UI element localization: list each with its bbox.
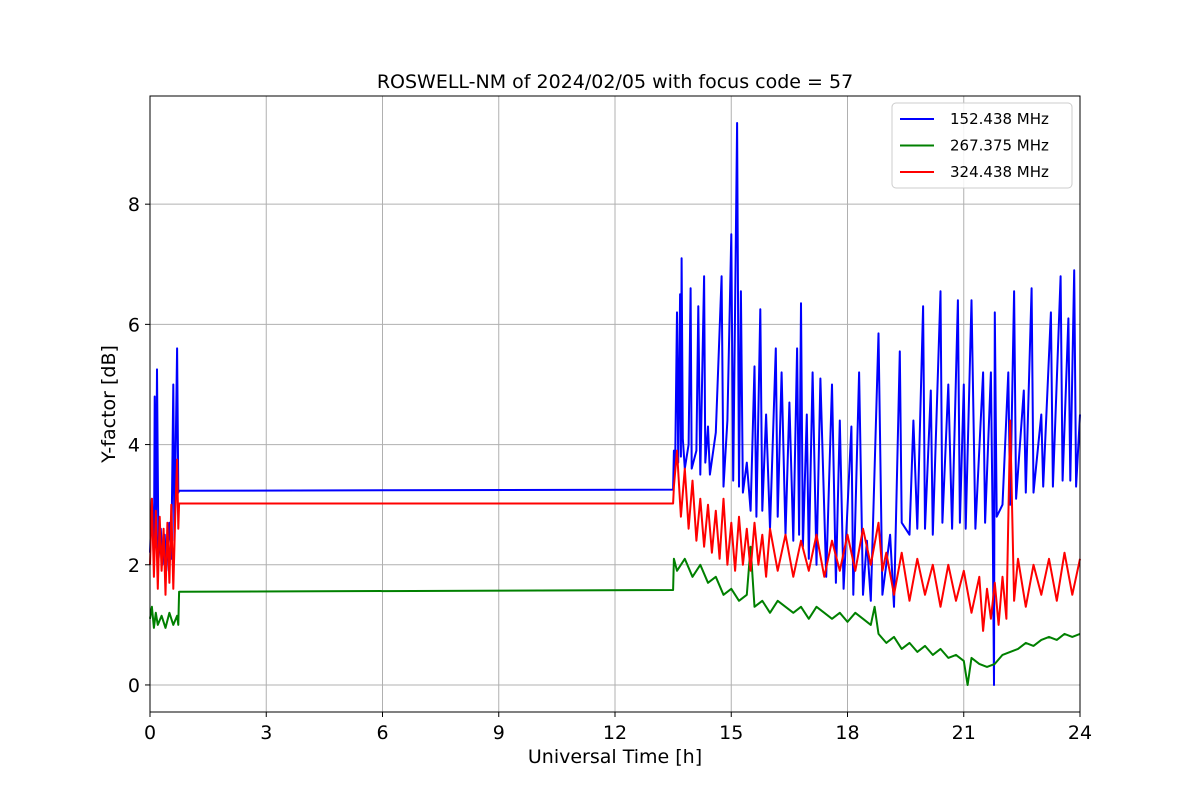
y-tick-label: 0 <box>128 675 140 697</box>
y-axis-label: Y-factor [dB] <box>98 345 120 464</box>
x-tick-label: 15 <box>719 722 743 744</box>
series-line-3 <box>149 419 1081 632</box>
x-tick-label: 0 <box>144 722 156 744</box>
x-tick-label: 6 <box>376 722 388 744</box>
y-tick-label: 8 <box>128 194 140 216</box>
legend-label-2: 267.375 MHz <box>950 137 1049 155</box>
y-tick-label: 2 <box>128 555 140 577</box>
y-axis: 0 2 4 6 8 <box>128 194 150 697</box>
grid <box>149 96 1081 712</box>
series-line-2 <box>149 545 1081 686</box>
x-tick-label: 3 <box>260 722 272 744</box>
y-tick-label: 4 <box>128 435 140 457</box>
x-axis-label: Universal Time [h] <box>528 746 702 768</box>
y-tick-label: 6 <box>128 314 140 336</box>
x-tick-label: 24 <box>1068 722 1092 744</box>
x-tick-label: 12 <box>603 722 627 744</box>
x-tick-label: 21 <box>952 722 976 744</box>
legend: 152.438 MHz 267.375 MHz 324.438 MHz <box>891 102 1073 189</box>
x-tick-label: 18 <box>835 722 859 744</box>
legend-box <box>891 102 1073 189</box>
series-line-1 <box>149 122 1081 686</box>
legend-label-3: 324.438 MHz <box>950 163 1049 181</box>
chart-title: ROSWELL-NM of 2024/02/05 with focus code… <box>377 71 853 93</box>
x-axis: 0 3 6 9 12 15 18 21 24 <box>144 712 1092 744</box>
legend-label-1: 152.438 MHz <box>950 110 1049 128</box>
x-tick-label: 9 <box>493 722 505 744</box>
series-group <box>149 122 1081 686</box>
